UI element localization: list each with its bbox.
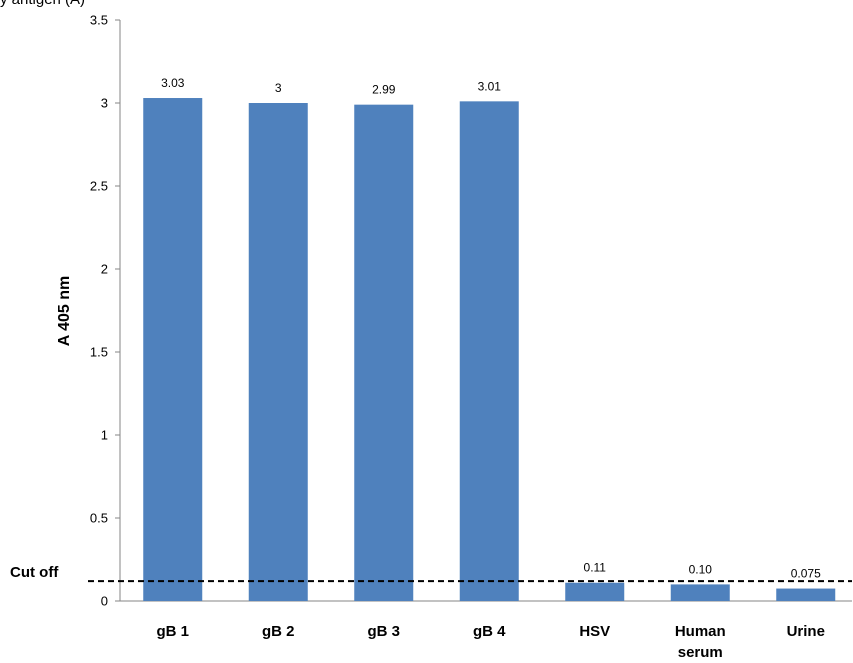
category-label-line: serum xyxy=(678,644,723,661)
bar xyxy=(248,103,308,601)
category-label: HSV xyxy=(579,623,610,640)
category-label: gB 3 xyxy=(367,623,400,640)
category-label-line: Human xyxy=(675,623,726,640)
bar xyxy=(459,101,519,601)
category-label: gB 2 xyxy=(262,623,295,640)
cutoff-label: Cut off xyxy=(10,564,59,581)
data-label: 0.11 xyxy=(584,561,607,575)
y-tick-label: 3.5 xyxy=(90,13,108,28)
y-tick-label: 3 xyxy=(101,96,108,111)
y-tick-label: 0 xyxy=(101,594,108,609)
bar xyxy=(565,582,625,601)
category-label: Urine xyxy=(787,623,825,640)
category-label: gB 4 xyxy=(473,623,506,640)
bar xyxy=(670,584,730,601)
category-label: Human serum xyxy=(675,623,726,661)
figure-header-fragment: y antigen (A) xyxy=(0,0,85,8)
bar xyxy=(776,588,836,601)
cutoff-line-group: Cut off xyxy=(10,564,852,583)
y-tick-label: 0.5 xyxy=(90,511,108,526)
category-label: gB 1 xyxy=(156,623,189,640)
y-tick-label: 2 xyxy=(101,262,108,277)
data-label: 3.03 xyxy=(161,76,185,90)
category-labels: gB 1 gB 2 gB 3 gB 4 HSV Human serum Urine xyxy=(156,623,824,661)
data-label: 0.075 xyxy=(791,567,821,581)
chart-axes: 0 0.5 1 1.5 2 2.5 3 3.5 xyxy=(90,13,852,609)
bar xyxy=(354,104,414,601)
y-axis-title: A 405 nm xyxy=(56,276,73,347)
data-label: 3.01 xyxy=(478,79,502,93)
data-label: 3 xyxy=(275,81,282,95)
data-label: 0.10 xyxy=(689,562,713,576)
y-tick-label: 1 xyxy=(101,428,108,443)
data-labels: 3.03 3 2.99 3.01 0.11 0.10 0.075 xyxy=(161,76,821,581)
bar-series xyxy=(143,98,836,602)
y-tick-label: 1.5 xyxy=(90,345,108,360)
y-tick-label: 2.5 xyxy=(90,179,108,194)
bar xyxy=(143,98,203,602)
data-label: 2.99 xyxy=(372,83,396,97)
